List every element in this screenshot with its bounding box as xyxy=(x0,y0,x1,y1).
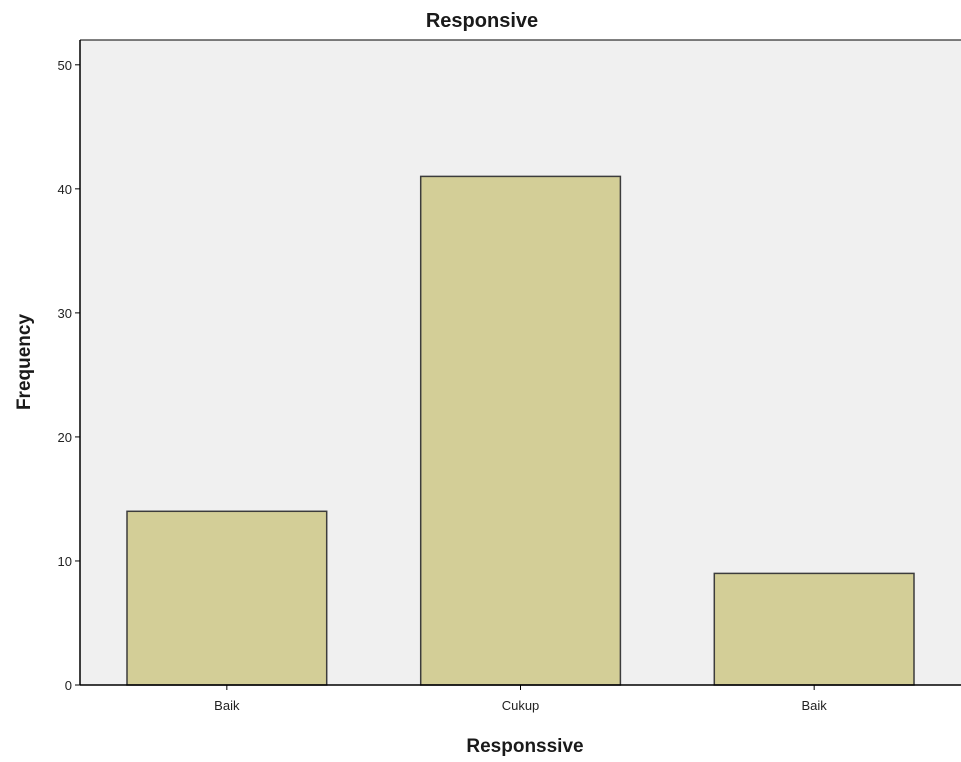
bar xyxy=(713,572,915,686)
y-tick-label: 50 xyxy=(58,58,72,73)
bar xyxy=(126,510,328,686)
chart-title: Responsive xyxy=(426,10,538,32)
y-tick-label: 30 xyxy=(58,306,72,321)
y-ticks-layer: 0 10 20 30 40 50 xyxy=(58,58,80,693)
y-axis-title: Frequency xyxy=(14,314,35,411)
x-ticks-layer: Baik Cukup Baik xyxy=(214,685,827,713)
y-tick-label: 0 xyxy=(65,678,72,693)
bars-layer xyxy=(126,175,915,686)
x-tick-label: Baik xyxy=(802,698,828,713)
y-tick-label: 40 xyxy=(58,182,72,197)
x-tick-label: Baik xyxy=(214,698,240,713)
bar xyxy=(419,175,622,686)
y-tick-label: 10 xyxy=(58,554,72,569)
x-tick-label: Cukup xyxy=(502,698,540,713)
x-axis-title: Responssive xyxy=(466,736,583,757)
y-tick-label: 20 xyxy=(58,430,72,445)
